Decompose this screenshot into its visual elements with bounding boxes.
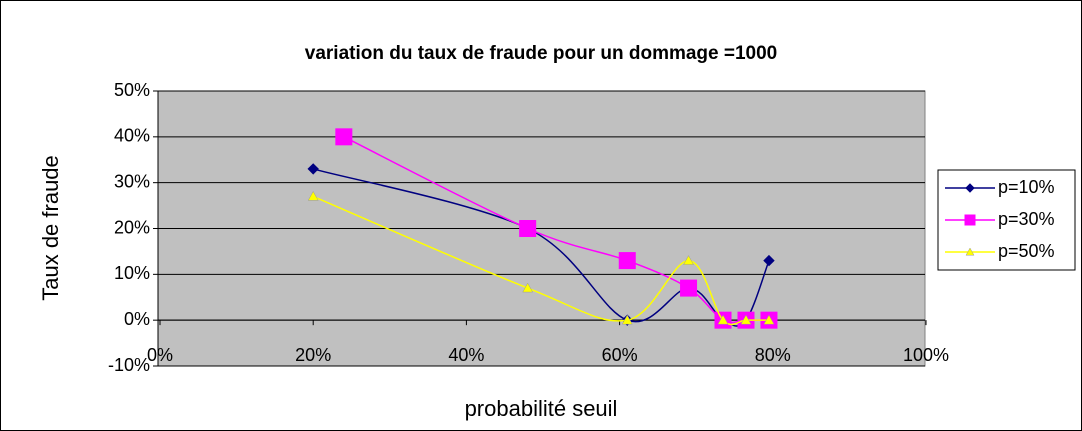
y-tick-label: 10% [114,263,150,283]
x-tick-label: 0% [147,345,173,365]
y-tick-label: 50% [114,80,150,100]
legend-marker [965,247,975,256]
marker [618,252,636,270]
y-tick-label: 40% [114,126,150,146]
marker [680,279,698,297]
marker [763,254,775,267]
y-tick-label: 20% [114,217,150,237]
marker [307,190,319,201]
y-axis-label: Taux de fraude [38,155,63,301]
y-tick-label: 30% [114,171,150,191]
legend-marker [964,214,976,226]
marker [717,314,729,325]
x-tick-label: 80% [755,345,791,365]
marker [519,220,537,237]
x-tick-label: 60% [602,345,638,365]
marker [683,255,694,265]
y-tick-label: 0% [124,309,150,329]
marker [740,314,752,325]
x-tick-label: 100% [903,345,949,365]
marker [763,314,775,325]
marker [621,314,633,325]
x-tick-label: 20% [295,345,331,365]
x-tick-label: 40% [448,345,484,365]
marker [522,282,534,293]
legend-label: p=30% [998,209,1055,229]
y-tick-label: -10% [108,355,150,375]
x-axis-label: probabilité seuil [465,396,618,421]
marker [335,128,353,146]
chart-title: variation du taux de fraude pour un domm… [305,43,777,64]
legend-marker [965,183,975,193]
series-line [312,195,769,326]
legend-label: p=50% [998,241,1055,261]
legend-label: p=10% [998,177,1055,197]
marker [307,163,319,175]
